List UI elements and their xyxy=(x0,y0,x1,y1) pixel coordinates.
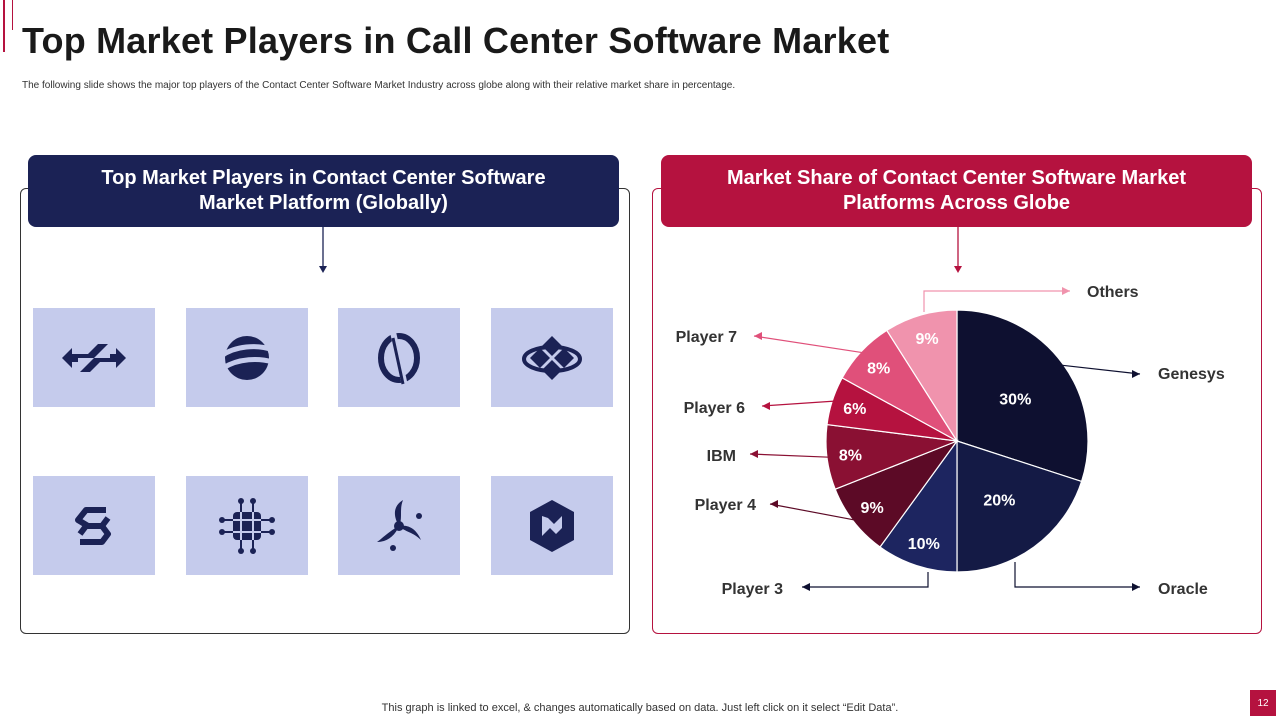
logo-tile-8 xyxy=(491,476,613,575)
circuit-grid-logo-icon xyxy=(219,497,275,554)
logo-tile-3 xyxy=(338,308,460,407)
logo-tile-1 xyxy=(33,308,155,407)
left-connector-arrow xyxy=(319,226,327,273)
globe-swoosh-logo-icon xyxy=(219,335,274,380)
page-number: 12 xyxy=(1250,690,1276,716)
hexagon-s-logo-icon xyxy=(75,506,111,545)
accent-bar-thin xyxy=(12,0,13,30)
logo-tile-7 xyxy=(338,476,460,575)
left-panel-heading: Top Market Players in Contact Center Sof… xyxy=(28,155,619,227)
diamond-orbit-logo-icon xyxy=(522,335,582,380)
page-title: Top Market Players in Call Center Softwa… xyxy=(22,20,890,61)
tri-swirl-logo-icon xyxy=(377,499,422,551)
page-subtitle: The following slide shows the major top … xyxy=(22,80,736,91)
footnote: This graph is linked to excel, & changes… xyxy=(381,702,899,714)
logo-tile-4 xyxy=(491,308,613,407)
logo-tile-2 xyxy=(186,308,308,407)
hexagon-n-logo-icon xyxy=(530,499,574,552)
right-connector-arrow xyxy=(954,226,962,273)
circle-slash-logo-icon xyxy=(378,330,420,387)
logo-tile-5 xyxy=(33,476,155,575)
chevron-links-logo-icon xyxy=(62,343,126,372)
logo-tile-6 xyxy=(186,476,308,575)
accent-bar xyxy=(3,0,5,52)
right-panel-heading: Market Share of Contact Center Software … xyxy=(661,155,1252,227)
